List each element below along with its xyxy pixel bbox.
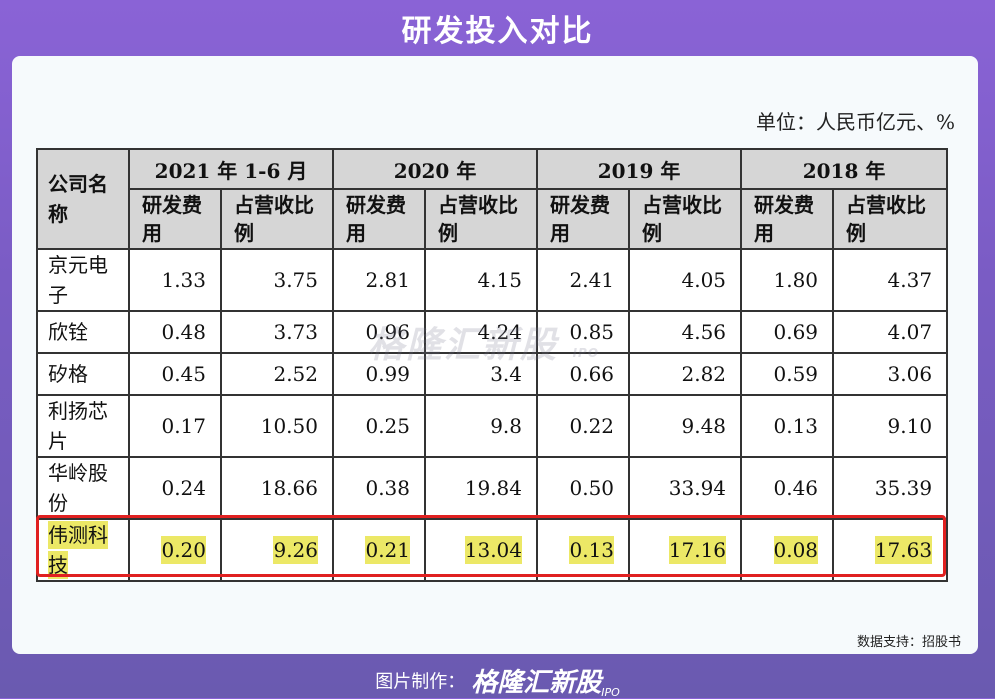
table-cell: 33.94 — [628, 456, 743, 520]
table-cell: 3.4 — [423, 352, 539, 396]
rd-comparison-table: 公司名称 2021 年 1-6 月 2020 年 2019 年 2018 年 研… — [36, 148, 949, 582]
table-cell: 35.39 — [832, 456, 949, 520]
company-name: 伟测科技 — [36, 518, 130, 582]
footer-brand-ipo: IPO — [601, 686, 620, 699]
rd-expense-header: 研发费用 — [332, 188, 426, 250]
year-header: 2021 年 1-6 月 — [128, 148, 334, 190]
table-cell: 0.69 — [740, 310, 835, 354]
rd-expense-header: 研发费用 — [740, 188, 835, 250]
table-cell: 0.22 — [536, 394, 631, 458]
highlighted-value: 13.04 — [464, 536, 523, 564]
table-row: 利扬芯片 0.17 10.50 0.25 9.8 0.22 9.48 0.13 … — [36, 394, 949, 458]
table-cell: 17.63 — [832, 518, 949, 582]
table-cell: 3.75 — [220, 248, 334, 312]
table-cell: 10.50 — [220, 394, 334, 458]
revenue-ratio-header: 占营收比例 — [423, 188, 539, 250]
table-cell: 9.8 — [423, 394, 539, 458]
footer-brand-logo: 格隆汇新股 — [471, 668, 602, 698]
source-note: 数据支持：招股书 — [856, 635, 961, 650]
footer: 图片制作： 格隆汇新股IPO — [0, 662, 995, 699]
table-cell: 0.24 — [128, 456, 222, 520]
table-cell: 9.10 — [832, 394, 949, 458]
company-name: 欣铨 — [36, 310, 130, 354]
table-cell: 4.07 — [832, 310, 949, 354]
table-cell: 18.66 — [220, 456, 334, 520]
table-cell: 0.17 — [128, 394, 222, 458]
table-cell: 0.25 — [332, 394, 426, 458]
year-header: 2018 年 — [740, 148, 949, 190]
table-cell: 9.26 — [220, 518, 334, 582]
rd-expense-header: 研发费用 — [128, 188, 222, 250]
table-cell: 4.24 — [423, 310, 539, 354]
table-row-highlighted: 伟测科技 0.20 9.26 0.21 13.04 0.13 17.16 0.0… — [36, 518, 949, 582]
table-cell: 1.80 — [740, 248, 835, 312]
year-header: 2019 年 — [536, 148, 743, 190]
company-name: 京元电子 — [36, 248, 130, 312]
table-row: 矽格 0.45 2.52 0.99 3.4 0.66 2.82 0.59 3.0… — [36, 352, 949, 396]
table-cell: 0.08 — [740, 518, 835, 582]
table-cell: 1.33 — [128, 248, 222, 312]
table-cell: 0.48 — [128, 310, 222, 354]
table-cell: 0.13 — [740, 394, 835, 458]
highlighted-value: 0.21 — [365, 536, 410, 564]
page-title: 研发投入对比 — [401, 14, 594, 49]
company-name: 华岭股份 — [36, 456, 130, 520]
table-cell: 4.05 — [628, 248, 743, 312]
table-cell: 0.46 — [740, 456, 835, 520]
table-cell: 0.38 — [332, 456, 426, 520]
table-cell: 13.04 — [423, 518, 539, 582]
year-header: 2020 年 — [331, 148, 539, 190]
highlighted-company-name: 伟测科技 — [48, 521, 108, 579]
table-cell: 0.96 — [332, 310, 426, 354]
rd-expense-header: 研发费用 — [536, 188, 631, 250]
table-cell: 4.37 — [832, 248, 949, 312]
revenue-ratio-header: 占营收比例 — [220, 188, 334, 250]
highlighted-value: 0.08 — [773, 536, 819, 564]
table-cell: 2.81 — [332, 248, 426, 312]
highlighted-value: 0.13 — [569, 536, 615, 564]
table-cell: 17.16 — [628, 518, 743, 582]
table-cell: 19.84 — [423, 456, 539, 520]
highlighted-value: 0.20 — [161, 536, 206, 564]
table-cell: 4.56 — [628, 310, 743, 354]
table-cell: 0.21 — [332, 518, 426, 582]
revenue-ratio-header: 占营收比例 — [832, 188, 949, 250]
highlighted-value: 17.16 — [668, 536, 727, 564]
table-cell: 3.73 — [220, 310, 334, 354]
table-row: 欣铨 0.48 3.73 0.96 4.24 0.85 4.56 0.69 4.… — [36, 310, 949, 354]
footer-made-by: 图片制作： — [375, 671, 466, 693]
table-cell: 9.48 — [628, 394, 743, 458]
company-name: 利扬芯片 — [36, 394, 130, 458]
table-cell: 4.15 — [423, 248, 539, 312]
table-cell: 0.13 — [536, 518, 631, 582]
company-name: 矽格 — [36, 352, 130, 396]
table-cell: 2.52 — [220, 352, 334, 396]
highlighted-value: 17.63 — [874, 536, 933, 564]
table-cell: 0.45 — [128, 352, 222, 396]
table-cell: 0.20 — [128, 518, 222, 582]
company-name-header: 公司名称 — [36, 148, 130, 250]
table-cell: 2.41 — [536, 248, 631, 312]
highlighted-value: 9.26 — [273, 536, 318, 564]
table-cell: 0.50 — [536, 456, 631, 520]
table-row: 华岭股份 0.24 18.66 0.38 19.84 0.50 33.94 0.… — [36, 456, 949, 520]
revenue-ratio-header: 占营收比例 — [628, 188, 743, 250]
table-cell: 0.66 — [536, 352, 631, 396]
table-cell: 2.82 — [628, 352, 743, 396]
table-cell: 0.99 — [332, 352, 426, 396]
table-cell: 0.85 — [536, 310, 631, 354]
table-cell: 0.59 — [740, 352, 835, 396]
table-row: 京元电子 1.33 3.75 2.81 4.15 2.41 4.05 1.80 … — [36, 248, 949, 312]
table-cell: 3.06 — [832, 352, 949, 396]
unit-label: 单位：人民币亿元、% — [755, 110, 955, 134]
